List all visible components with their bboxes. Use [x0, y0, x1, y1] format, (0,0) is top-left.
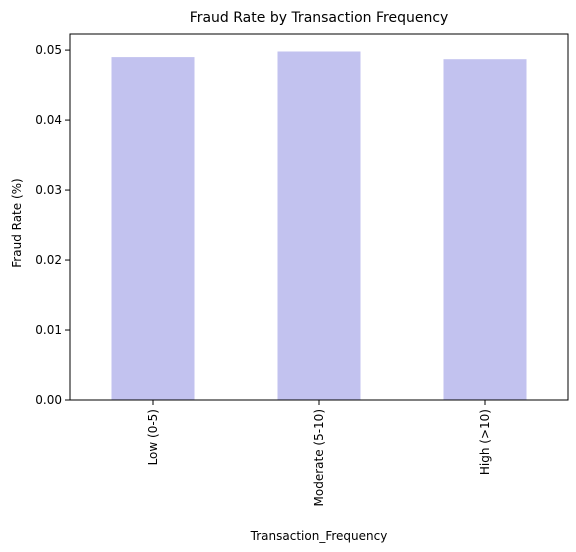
bar [443, 59, 527, 400]
y-tick-label: 0.05 [35, 43, 62, 57]
bar [111, 57, 195, 400]
x-axis-label: Transaction_Frequency [250, 529, 388, 543]
y-tick-label: 0.03 [35, 183, 62, 197]
x-tick-label: Moderate (5-10) [312, 409, 326, 506]
y-tick-label: 0.04 [35, 113, 62, 127]
bar [277, 51, 361, 401]
y-tick-label: 0.00 [35, 393, 62, 407]
plot-area: 0.00 0.01 0.02 0.03 0.04 0.05 Low (0-5) Moderat… [35, 33, 569, 506]
chart-title: Fraud Rate by Transaction Frequency [190, 10, 449, 26]
y-axis-label: Fraud Rate (%) [10, 178, 24, 267]
y-tick-label: 0.02 [35, 253, 62, 267]
x-tick-label: High (>10) [478, 409, 492, 475]
x-tick-label: Low (0-5) [146, 409, 160, 465]
plot-frame [69, 33, 569, 401]
y-tick-label: 0.01 [35, 323, 62, 337]
